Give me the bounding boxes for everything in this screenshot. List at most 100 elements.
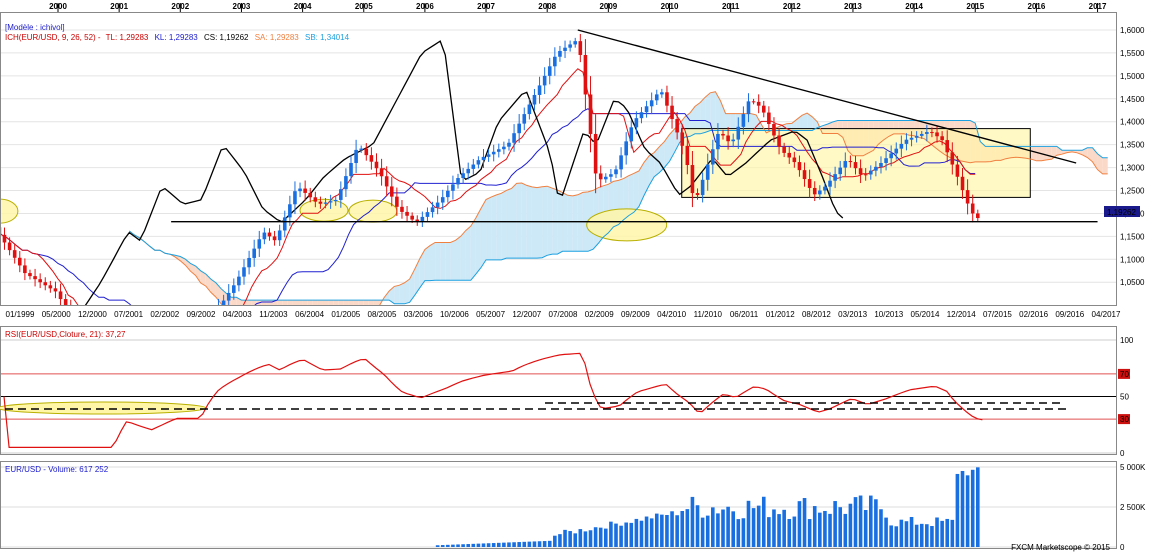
candle-body <box>563 47 567 51</box>
kumo-cloud-segment <box>205 273 211 293</box>
rsi-support-ellipse <box>0 401 207 415</box>
candle-body <box>593 133 598 174</box>
rsi-panel <box>0 326 1117 455</box>
candle-body <box>823 186 827 191</box>
kumo-cloud-segment <box>1056 146 1062 156</box>
kumo-cloud-segment <box>348 300 354 305</box>
kumo-cloud-segment <box>190 263 196 276</box>
year-label: 2014 <box>905 2 923 11</box>
volume-tick-label: 0 <box>1120 543 1125 552</box>
candle-body <box>532 94 537 105</box>
kumo-cloud-segment <box>537 186 543 259</box>
chikou-span-line <box>84 40 844 305</box>
volume-bar <box>721 509 725 547</box>
volume-bar <box>919 523 924 547</box>
candle-body <box>1 227 2 235</box>
kumo-cloud-segment <box>302 300 308 305</box>
candle-body <box>507 142 511 147</box>
descending-trendline <box>577 29 1077 164</box>
candle-body <box>374 161 379 169</box>
volume-bar <box>690 496 695 547</box>
volume-bar <box>731 511 735 547</box>
candle-body <box>736 126 741 140</box>
candle-body <box>868 170 873 175</box>
kumo-cloud-segment <box>277 300 283 305</box>
candle-body <box>232 285 236 293</box>
kumo-cloud-segment <box>715 91 721 131</box>
volume-bar <box>639 520 644 547</box>
candle-body <box>777 135 781 147</box>
volume-bar <box>782 509 786 547</box>
kumo-cloud-segment <box>710 91 716 131</box>
date-label: 09/2016 <box>1055 310 1084 319</box>
kumo-cloud-segment <box>307 300 313 305</box>
candle-body <box>242 267 246 277</box>
kumo-cloud-segment <box>1092 147 1098 170</box>
date-label: 03/2013 <box>838 310 867 319</box>
candle-body <box>853 162 858 169</box>
candle-body <box>726 135 730 142</box>
candle-body <box>665 92 669 106</box>
year-label: 2013 <box>844 2 862 11</box>
ichimoku-legend: ICH(EUR/USD, 9, 26, 52) - TL: 1,29283 KL… <box>5 33 350 42</box>
candle-body <box>553 56 557 67</box>
candle-body <box>277 230 282 241</box>
candle-body <box>252 248 256 258</box>
year-label: 2011 <box>722 2 740 11</box>
volume-bar <box>797 501 802 547</box>
kumo-cloud-segment <box>363 300 369 305</box>
candle-body <box>609 174 613 177</box>
kumo-cloud-segment <box>1077 150 1083 155</box>
year-label: 2012 <box>783 2 801 11</box>
candle-body <box>975 213 980 219</box>
candle-body <box>670 105 674 120</box>
date-label: 07/2001 <box>114 310 143 319</box>
candle-body <box>522 114 527 124</box>
kumo-cloud-segment <box>185 259 191 272</box>
kumo-cloud-segment <box>414 258 420 296</box>
volume-bar <box>812 506 817 547</box>
rsi-level-marker <box>1118 414 1130 425</box>
volume-bar <box>532 541 537 547</box>
volume-bar <box>471 543 476 547</box>
volume-bar <box>848 503 853 547</box>
kumo-cloud-segment <box>796 115 802 131</box>
kumo-cloud-segment <box>424 245 430 281</box>
kumo-cloud-segment <box>358 300 364 305</box>
kumo-cloud-segment <box>807 113 813 131</box>
volume-bar <box>711 507 715 547</box>
kumo-cloud-segment <box>368 300 374 305</box>
volume-bar <box>838 507 843 547</box>
candle-body <box>863 174 868 176</box>
volume-bar <box>945 518 950 547</box>
volume-bar <box>818 512 822 547</box>
candle-body <box>568 44 572 48</box>
volume-bar <box>558 534 562 547</box>
volume-bar <box>858 495 863 547</box>
kumo-cloud-segment <box>480 199 487 268</box>
volume-bar <box>899 519 904 547</box>
candle-body <box>379 168 384 177</box>
candle-body <box>2 234 7 243</box>
volume-bar <box>975 467 980 547</box>
volume-bar <box>553 535 557 547</box>
candle-body <box>858 168 863 175</box>
kumo-cloud-segment <box>730 113 736 131</box>
price-tick-label: 1,5500 <box>1120 49 1145 58</box>
candle-body <box>48 285 53 289</box>
kumo-cloud-segment <box>638 162 645 207</box>
last-price-label: 1,19262 <box>1107 208 1136 217</box>
kumo-cloud-segment <box>455 236 461 281</box>
date-label: 09/2002 <box>187 310 216 319</box>
candle-body <box>604 176 608 180</box>
candle-body <box>451 184 455 191</box>
year-label: 2008 <box>538 2 556 11</box>
volume-tick-label: 5 000K <box>1120 463 1146 472</box>
volume-bar <box>547 540 552 547</box>
candle-body <box>772 124 776 136</box>
volume-bar <box>619 525 623 547</box>
candle-body <box>965 190 970 204</box>
volume-bar <box>807 519 812 547</box>
volume-bar <box>598 527 603 547</box>
kumo-cloud-segment <box>751 113 757 131</box>
